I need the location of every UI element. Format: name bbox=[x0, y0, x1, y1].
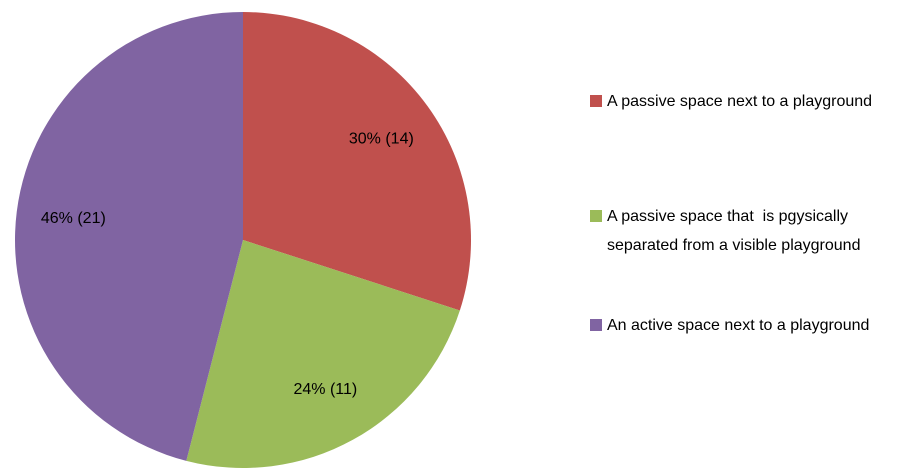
data-label: 24% (11) bbox=[294, 381, 358, 398]
legend-label: A passive space next to a playground bbox=[607, 93, 873, 110]
legend-item: An active space next to a playground bbox=[590, 311, 890, 340]
legend-item: A passive space that is pgysically separ… bbox=[590, 202, 890, 260]
legend-swatch bbox=[590, 210, 602, 222]
legend-label: An active space next to a playground bbox=[607, 317, 870, 334]
pie-slice bbox=[15, 12, 243, 461]
legend-item: A passive space next to a playground bbox=[590, 87, 890, 116]
legend-label: A passive space that is pgysically separ… bbox=[607, 208, 861, 254]
pie-slice bbox=[243, 12, 472, 311]
legend-swatch bbox=[590, 95, 602, 107]
pie-slice bbox=[186, 240, 460, 469]
data-label: 46% (21) bbox=[41, 210, 106, 227]
legend-swatch bbox=[590, 319, 602, 331]
data-label: 30% (14) bbox=[349, 131, 414, 148]
